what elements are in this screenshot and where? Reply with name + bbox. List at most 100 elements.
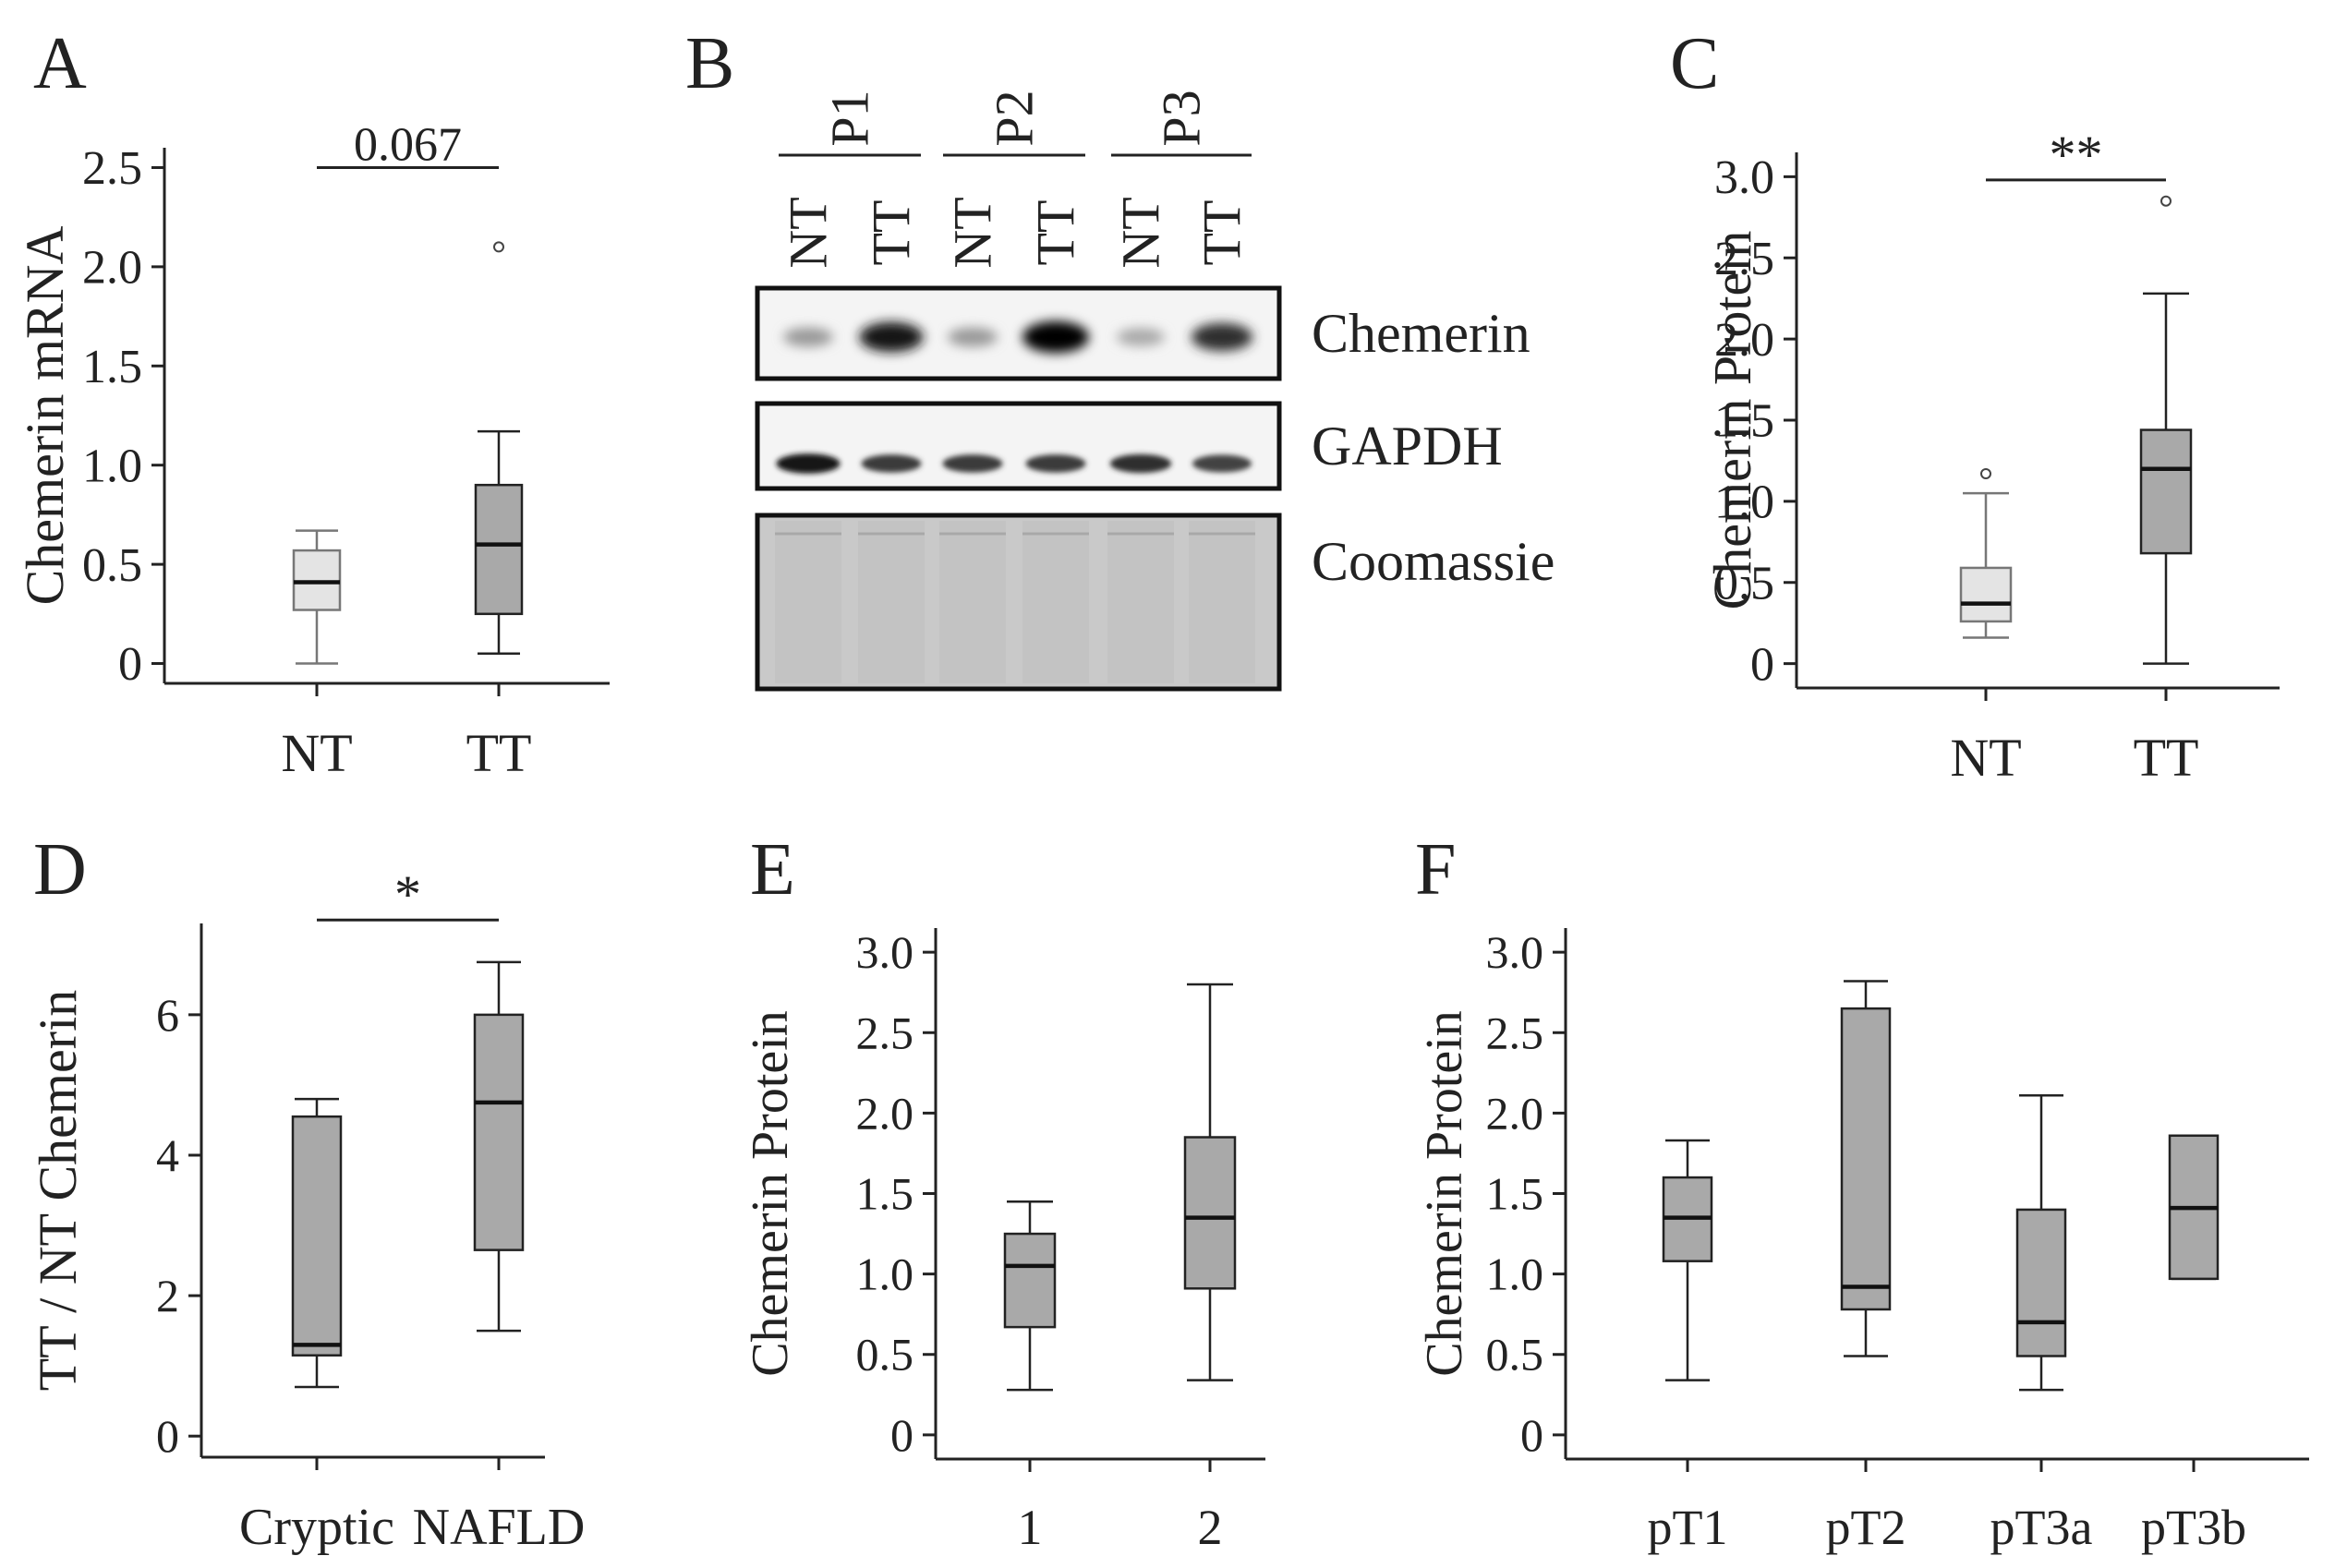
- y-tick-label: 0.5: [1714, 557, 1774, 609]
- x-tick-label: pT3a: [1990, 1500, 2093, 1555]
- outlier-point: [2160, 195, 2172, 207]
- box-iqr: [473, 1013, 525, 1251]
- x-tick-label: NAFLD: [413, 1499, 586, 1556]
- western-blot-panel-b: P1 P2 P3 NT TT NT TT NT TT Chemerin GAPDH Coomassie: [755, 90, 1555, 692]
- x-tick-label: 1: [1018, 1500, 1043, 1555]
- y-tick-label: 2.0: [1486, 1087, 1544, 1139]
- panel-label-e: E: [750, 829, 795, 911]
- y-tick-label: 1.0: [82, 440, 142, 492]
- box-iqr: [1959, 566, 2013, 623]
- y-tick-label: 2.0: [82, 242, 142, 295]
- y-tick-label: 2.5: [82, 142, 142, 195]
- y-tick-label: 3.0: [856, 926, 914, 978]
- y-tick-label: 0: [156, 1410, 179, 1462]
- y-tick-label: 1.5: [856, 1168, 914, 1220]
- blot-band: [942, 454, 1003, 473]
- coomassie-lane: [858, 521, 925, 683]
- lane-label: TT: [862, 200, 922, 266]
- panel-b-letter: B: [685, 23, 734, 104]
- blot-strip: [755, 285, 1282, 381]
- blot-band: [1191, 322, 1253, 352]
- patient-label: P2: [985, 90, 1045, 146]
- y-tick-label: 0: [1750, 638, 1774, 691]
- panel-label-b: B: [685, 23, 734, 104]
- coomassie-lane: [1022, 521, 1089, 683]
- y-tick-label: 2: [156, 1270, 179, 1321]
- y-axis-label: TT / NT Chemerin: [28, 990, 88, 1391]
- box-iqr: [1003, 1232, 1057, 1329]
- y-tick-label: 0.5: [82, 539, 142, 592]
- x-tick-label: NT: [1950, 728, 2021, 788]
- blot-row-label: Coomassie: [1312, 531, 1555, 592]
- x-tick-label: TT: [466, 723, 532, 783]
- y-tick-label: 2.5: [1486, 1007, 1544, 1058]
- outlier-point: [493, 241, 504, 253]
- y-tick-label: 4: [156, 1129, 179, 1181]
- x-tick-label: TT: [2134, 728, 2199, 788]
- y-tick-label: 1.5: [1714, 395, 1774, 448]
- panel-a-letter: A: [33, 23, 87, 104]
- y-axis-label: Chemerin Protein: [742, 1010, 799, 1377]
- lane-label: NT: [943, 197, 1003, 268]
- patient-label: P3: [1152, 90, 1212, 146]
- x-tick-label: Cryptic: [239, 1499, 394, 1556]
- outlier-point: [1980, 468, 1991, 479]
- blot-band: [783, 327, 833, 347]
- patient-label: P1: [820, 90, 880, 146]
- x-tick-label: 2: [1198, 1500, 1223, 1555]
- x-tick-label: pT2: [1826, 1500, 1906, 1555]
- significance-label: 0.067: [354, 118, 462, 171]
- box-iqr: [2139, 428, 2193, 555]
- x-tick-label: pT3b: [2141, 1500, 2246, 1555]
- chart-panel-d: 0 2 4 6 TT / NT Chemerin Cryptic NAFLD *: [28, 864, 585, 1556]
- y-axis-label: Chemerin Protein: [1416, 1010, 1473, 1377]
- y-axis-label: Chemerin mRNA: [15, 225, 75, 605]
- lane-label: NT: [1111, 197, 1171, 268]
- blot-strip: [755, 401, 1282, 491]
- box-iqr: [2015, 1208, 2067, 1357]
- y-tick-label: 3.0: [1714, 151, 1774, 204]
- y-tick-label: 1.0: [1714, 476, 1774, 529]
- significance-label: **: [2050, 125, 2103, 185]
- y-tick-label: 1.5: [82, 341, 142, 393]
- lane-label: TT: [1026, 200, 1086, 266]
- y-tick-label: 0: [1520, 1409, 1543, 1461]
- y-axis-label: Chemerin Protein: [1702, 231, 1762, 610]
- y-tick-label: 2.0: [1714, 314, 1774, 367]
- panel-label-a: A: [33, 23, 87, 104]
- y-tick-label: 1.5: [1486, 1168, 1544, 1220]
- blot-band: [948, 327, 998, 347]
- panel-e-letter: E: [750, 829, 795, 911]
- blot-band: [861, 454, 922, 473]
- blot-band: [776, 453, 841, 474]
- blot-band: [1025, 454, 1086, 473]
- lane-label: TT: [1192, 200, 1252, 266]
- panel-label-f: F: [1415, 829, 1457, 911]
- y-tick-label: 2.5: [856, 1007, 914, 1058]
- coomassie-lane: [775, 521, 841, 683]
- y-tick-label: 2.5: [1714, 233, 1774, 285]
- y-tick-label: 0.5: [856, 1329, 914, 1381]
- blot-row-label: Chemerin: [1312, 303, 1530, 364]
- box-iqr: [474, 483, 524, 616]
- y-tick-label: 3.0: [1486, 926, 1544, 978]
- y-tick-label: 1.0: [1486, 1248, 1544, 1300]
- box-iqr: [291, 1115, 343, 1357]
- panel-f-letter: F: [1415, 829, 1457, 911]
- coomassie-lane: [939, 521, 1006, 683]
- y-tick-label: 0.5: [1486, 1329, 1544, 1381]
- x-tick-label: pT1: [1648, 1500, 1728, 1555]
- y-tick-label: 0: [118, 638, 142, 691]
- coomassie-lane: [1189, 521, 1255, 683]
- y-tick-label: 1.0: [856, 1248, 914, 1300]
- chart-panel-c: 0 0.5 1.0 1.5 2.0 2.5 3.0 Chemerin Protein NT TT *…: [1702, 125, 2280, 788]
- blot-band: [1109, 453, 1172, 474]
- y-tick-label: 6: [156, 989, 179, 1041]
- blot-band: [859, 321, 924, 353]
- panel-d-letter: D: [33, 829, 87, 911]
- panel-label-c: C: [1670, 23, 1719, 104]
- chart-panel-e: 0 0.5 1.0 1.5 2.0 2.5 3.0 Chemerin Protein 1 2: [742, 926, 1265, 1555]
- blot-band: [1117, 328, 1165, 346]
